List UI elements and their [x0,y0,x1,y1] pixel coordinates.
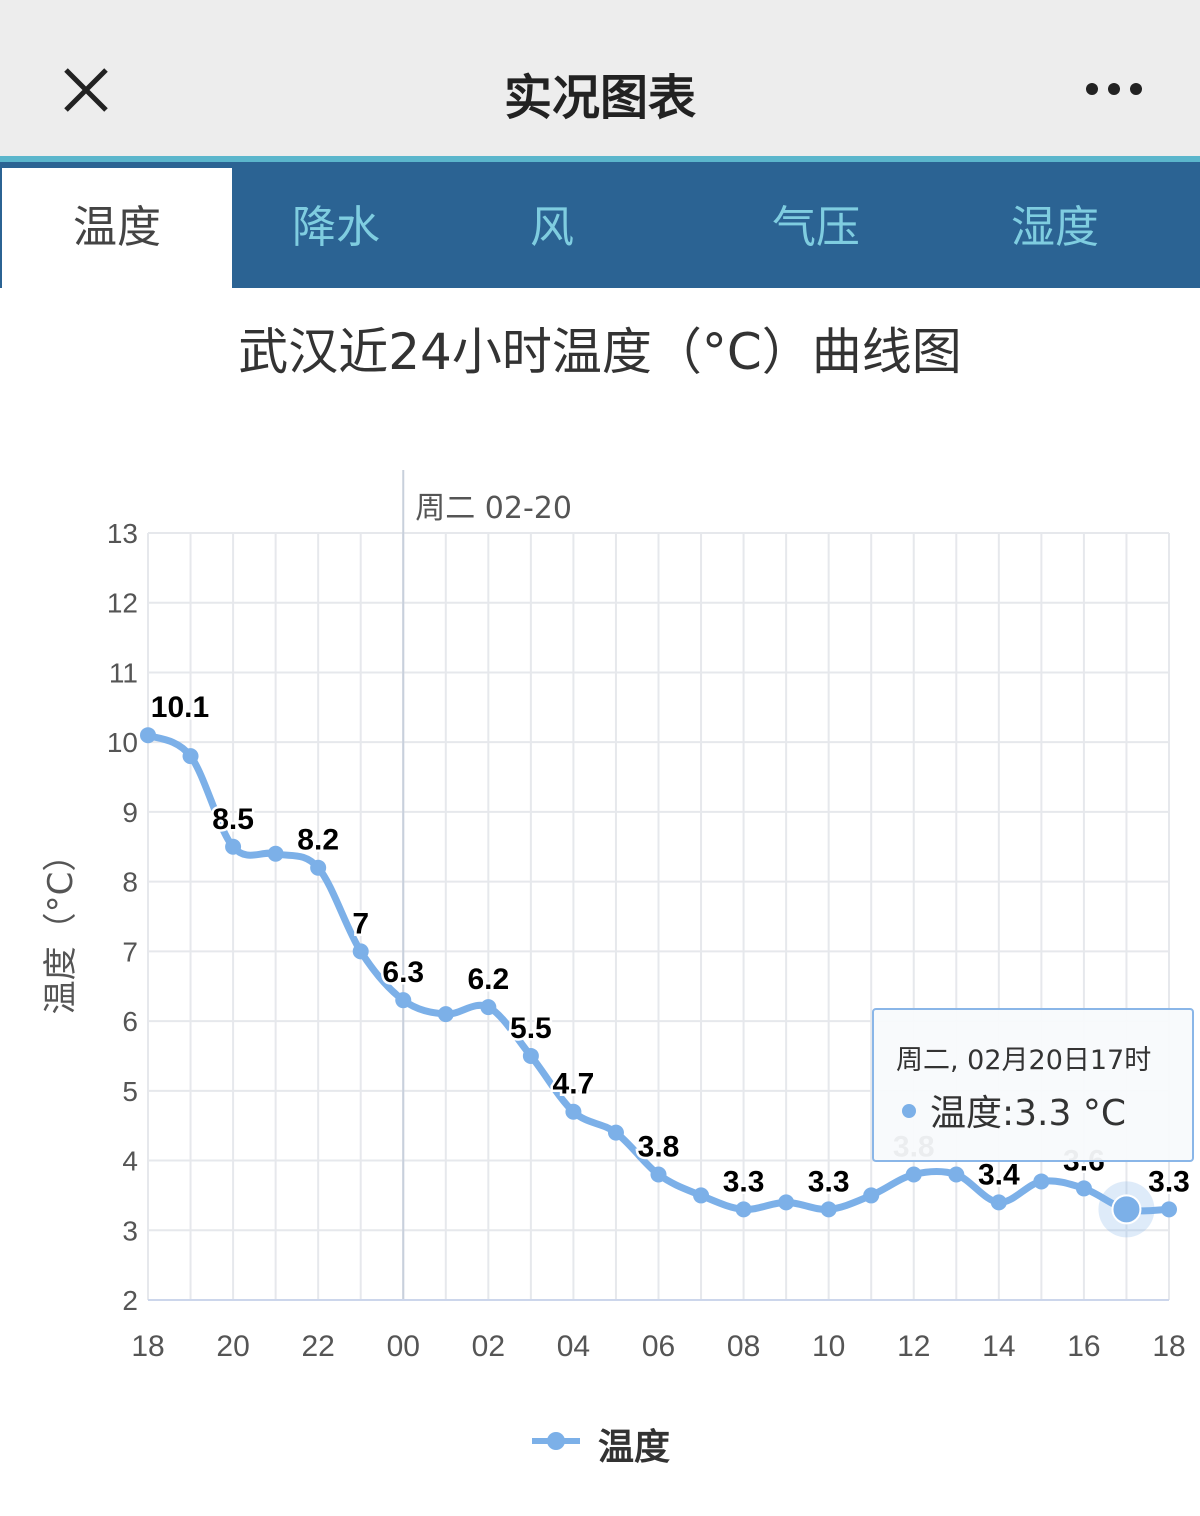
data-point [267,845,284,862]
data-point [820,1201,837,1218]
y-tick-label: 12 [107,588,138,619]
y-tick-label: 2 [122,1285,138,1316]
data-point [735,1201,752,1218]
data-point [1033,1173,1050,1190]
tooltip-series-dot [902,1104,916,1118]
data-point [607,1124,624,1141]
x-tick-label: 04 [557,1330,590,1363]
data-label: 6.2 [467,963,509,996]
y-tick-label: 10 [107,727,138,758]
x-tick-label: 18 [131,1330,164,1363]
more-icon[interactable] [1084,82,1144,96]
x-tick-label: 18 [1152,1330,1185,1363]
data-point [480,999,497,1016]
data-point [990,1194,1007,1211]
x-tick-label: 06 [642,1330,675,1363]
data-label: 5.5 [510,1012,552,1045]
y-tick-label: 3 [122,1215,138,1246]
data-label: 3.3 [723,1165,765,1198]
data-point [352,943,369,960]
y-tick-label: 7 [122,936,138,967]
data-point [310,859,327,876]
tooltip-header: 周二, 02月20日17时 [896,1045,1152,1076]
y-tick-label: 9 [122,797,138,828]
data-point [522,1047,539,1064]
data-point [1161,1201,1177,1218]
tab-pressure[interactable]: 气压 [772,202,860,253]
tab-humidity[interactable]: 湿度 [1011,202,1099,253]
x-tick-label: 14 [982,1330,1015,1363]
x-tick-label: 16 [1067,1330,1100,1363]
tab-wind[interactable]: 风 [530,202,574,253]
chart-title: 武汉近24小时温度（°C）曲线图 [238,323,962,381]
legend-label: 温度 [598,1427,671,1468]
y-tick-label: 5 [122,1076,138,1107]
x-tick-label: 00 [387,1330,420,1363]
data-point [225,838,242,855]
day-marker-label: 周二 02-20 [415,491,572,526]
tab-bar: 温度 降水 风 气压 湿度 [0,156,1200,294]
data-label: 3.3 [1148,1165,1190,1198]
y-tick-label: 11 [109,657,138,688]
data-point [650,1166,667,1183]
data-label: 6.3 [382,956,424,989]
data-point [565,1103,582,1120]
x-tick-label: 08 [727,1330,760,1363]
data-point-highlighted [1111,1194,1142,1225]
data-point [437,1006,454,1023]
data-label: 10.1 [151,691,209,724]
page-title: 实况图表 [503,70,696,126]
y-tick-label: 6 [122,1006,138,1037]
top-bar: 实况图表 [0,0,1200,156]
data-label: 3.8 [638,1130,680,1163]
y-tick-label: 8 [122,867,138,898]
data-label: 7 [352,907,369,940]
data-point [182,748,199,765]
y-tick-label: 13 [107,518,138,549]
x-tick-label: 02 [472,1330,505,1363]
x-tick-label: 20 [216,1330,249,1363]
data-point [395,992,412,1009]
close-icon[interactable] [62,66,110,114]
y-tick-label: 4 [122,1146,138,1177]
data-point [140,727,156,744]
data-label: 3.4 [978,1158,1020,1191]
data-point [693,1187,710,1204]
data-label: 4.7 [553,1068,595,1101]
data-point [1075,1180,1092,1197]
data-label: 8.2 [297,824,339,857]
tooltip-value: 温度:3.3 °C [930,1093,1126,1134]
data-label: 8.5 [212,803,254,836]
data-point [778,1194,795,1211]
data-point [948,1166,965,1183]
x-tick-label: 22 [301,1330,334,1363]
tab-precipitation[interactable]: 降水 [292,202,380,253]
chart-tooltip: 周二, 02月20日17时 温度:3.3 °C [872,1008,1194,1162]
x-tick-label: 12 [897,1330,930,1363]
x-tick-label: 10 [812,1330,845,1363]
data-point [905,1166,922,1183]
tab-temperature[interactable]: 温度 [2,168,232,294]
y-axis-label: 温度（°C） [41,838,81,1015]
data-point [863,1187,880,1204]
legend-marker-icon [532,1432,580,1450]
data-label: 3.3 [808,1165,850,1198]
